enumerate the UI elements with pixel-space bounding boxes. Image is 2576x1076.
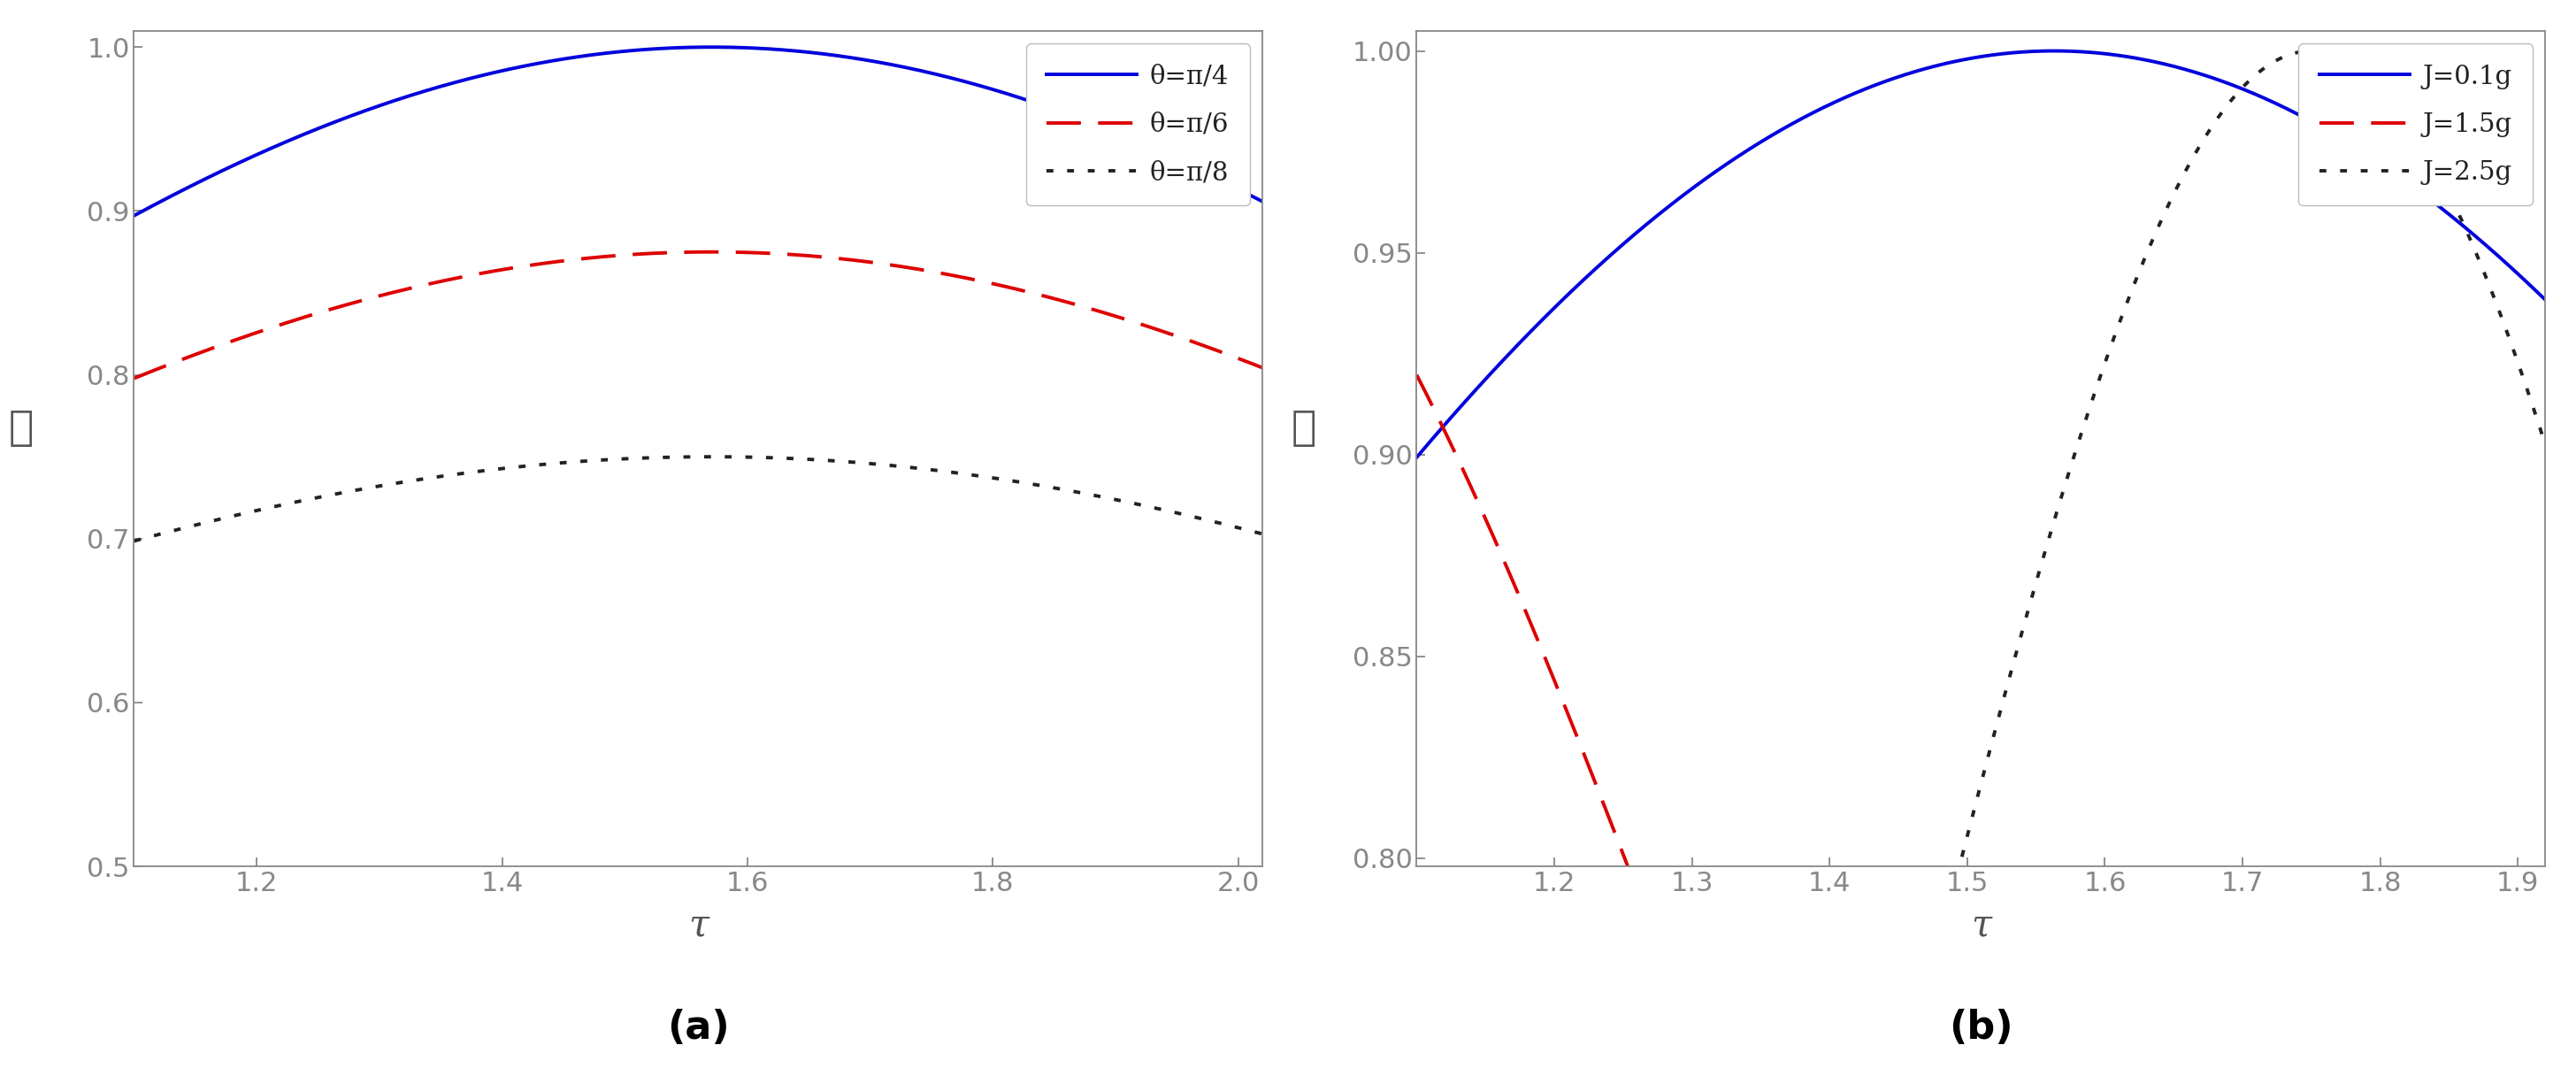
θ=π/4 — [961, 79, 992, 91]
J=2.5g — [2295, 44, 2326, 57]
θ=π/4 — [118, 209, 149, 222]
θ=π/4 — [325, 114, 355, 127]
J=0.1g — [2244, 89, 2275, 102]
θ=π/6 — [1046, 295, 1077, 308]
Text: (a): (a) — [667, 1008, 729, 1047]
Line: θ=π/4: θ=π/4 — [134, 47, 1262, 215]
θ=π/6 — [961, 273, 992, 286]
θ=π/4 — [796, 46, 827, 59]
θ=π/8 — [696, 450, 726, 463]
J=0.1g — [1401, 451, 1432, 464]
θ=π/4 — [853, 54, 884, 67]
θ=π/8 — [961, 469, 992, 482]
θ=π/6 — [696, 245, 726, 258]
θ=π/6 — [853, 255, 884, 268]
θ=π/6 — [325, 300, 355, 313]
X-axis label: τ: τ — [688, 906, 708, 944]
Text: (b): (b) — [1950, 1008, 2012, 1047]
θ=π/8 — [549, 456, 580, 469]
Line: J=1.5g: J=1.5g — [1417, 374, 2545, 1076]
Y-axis label: ℱ: ℱ — [8, 409, 33, 449]
J=2.5g — [2530, 438, 2561, 451]
θ=π/8 — [1247, 527, 1278, 540]
θ=π/6 — [796, 250, 827, 263]
θ=π/4 — [1247, 195, 1278, 208]
J=2.5g — [2329, 53, 2360, 66]
J=0.1g — [2136, 55, 2166, 68]
J=0.1g — [2038, 44, 2069, 57]
Line: J=0.1g: J=0.1g — [1417, 51, 2545, 457]
θ=π/8 — [118, 535, 149, 548]
θ=π/6 — [549, 254, 580, 267]
J=2.5g — [2079, 390, 2110, 402]
θ=π/4 — [696, 41, 726, 54]
Y-axis label: ℱ: ℱ — [1291, 409, 1316, 449]
Line: θ=π/6: θ=π/6 — [134, 252, 1262, 379]
J=0.1g — [2329, 134, 2360, 147]
J=0.1g — [1832, 89, 1862, 102]
θ=π/4 — [1046, 105, 1077, 118]
J=2.5g — [2244, 66, 2275, 79]
θ=π/6 — [118, 372, 149, 385]
Legend: θ=π/4, θ=π/6, θ=π/8: θ=π/4, θ=π/6, θ=π/8 — [1025, 44, 1249, 206]
J=0.1g — [1607, 239, 1638, 252]
θ=π/4 — [549, 53, 580, 66]
Line: θ=π/8: θ=π/8 — [134, 456, 1262, 541]
J=0.1g — [2079, 46, 2110, 59]
θ=π/6 — [1247, 362, 1278, 374]
J=0.1g — [2530, 294, 2561, 307]
θ=π/8 — [325, 487, 355, 500]
θ=π/8 — [853, 457, 884, 470]
X-axis label: τ: τ — [1971, 906, 1991, 944]
θ=π/8 — [1046, 483, 1077, 496]
J=1.5g — [1401, 368, 1432, 381]
J=1.5g — [1607, 844, 1638, 856]
Legend: J=0.1g, J=1.5g, J=2.5g: J=0.1g, J=1.5g, J=2.5g — [2298, 44, 2532, 206]
θ=π/8 — [796, 453, 827, 466]
J=2.5g — [2136, 238, 2166, 251]
Line: J=2.5g: J=2.5g — [1417, 51, 2545, 1076]
